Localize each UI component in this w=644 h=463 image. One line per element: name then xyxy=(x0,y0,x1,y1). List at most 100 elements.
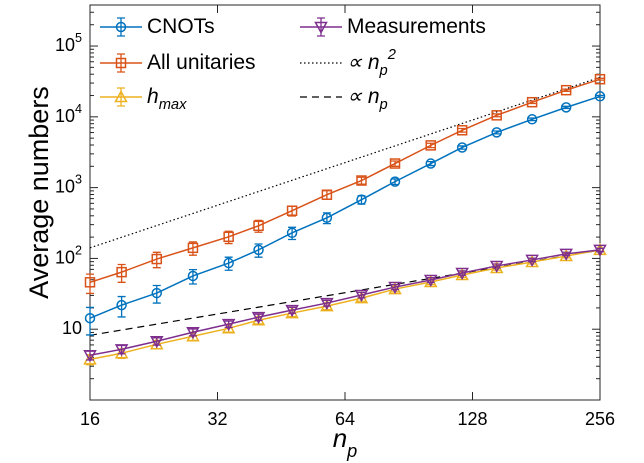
legend-label: ∝ np2 xyxy=(347,47,396,79)
legend-label-part: ∝ n xyxy=(347,51,380,74)
legend-marker xyxy=(115,57,127,69)
error-bar xyxy=(528,117,537,122)
error-bar xyxy=(458,145,467,150)
x-axis-label-part: n xyxy=(333,423,347,453)
y-tick-label-part: 4 xyxy=(75,102,82,116)
x-axis-label-part: p xyxy=(346,441,357,461)
legend-label-part: ∝ n xyxy=(347,85,380,108)
error-bar xyxy=(357,291,366,299)
error-bar xyxy=(492,130,501,135)
marker xyxy=(560,84,572,96)
x-tick-label: 256 xyxy=(585,409,615,429)
marker xyxy=(491,127,502,138)
marker xyxy=(489,260,504,273)
marker xyxy=(149,337,164,350)
y-tick-label: 105 xyxy=(55,31,82,54)
marker xyxy=(559,248,573,261)
marker xyxy=(356,175,367,186)
legend-error xyxy=(117,53,125,73)
error-bar xyxy=(562,105,571,110)
marker xyxy=(187,270,199,282)
y-tick-label: 102 xyxy=(55,244,82,267)
legend-label-part: All unitaries xyxy=(147,51,256,74)
marker xyxy=(116,299,127,311)
marker xyxy=(526,114,538,125)
reference-line xyxy=(89,76,601,249)
series-line xyxy=(89,249,601,357)
marker xyxy=(83,352,97,365)
marker xyxy=(356,194,367,205)
marker xyxy=(593,244,607,257)
marker xyxy=(423,274,438,288)
marker xyxy=(84,312,96,324)
y-tick-label-part: 10 xyxy=(55,176,75,196)
marker xyxy=(223,231,234,243)
reference-line xyxy=(89,249,601,336)
marker xyxy=(187,242,199,254)
marker xyxy=(321,212,333,224)
marker xyxy=(560,102,572,113)
x-tick-label: 128 xyxy=(457,409,487,429)
y-tick-label: 104 xyxy=(55,102,82,125)
marker xyxy=(151,287,163,299)
marker xyxy=(223,257,234,269)
error-bar xyxy=(596,94,604,98)
marker xyxy=(456,142,468,153)
error-bar xyxy=(426,277,435,284)
y-tick-label-part: 2 xyxy=(75,244,82,258)
series-line xyxy=(89,249,601,361)
marker xyxy=(253,244,264,256)
legend-label: All unitaries xyxy=(147,51,256,74)
error-bar xyxy=(596,77,604,81)
marker xyxy=(491,110,502,121)
marker xyxy=(286,205,298,216)
x-tick-label: 16 xyxy=(80,409,100,429)
marker xyxy=(425,140,436,151)
legend-marker xyxy=(114,89,128,103)
legend-label-part: p xyxy=(379,63,388,79)
marker xyxy=(114,344,129,357)
legend-label: hmax xyxy=(147,85,187,113)
error-bar xyxy=(322,190,331,200)
marker xyxy=(116,266,127,278)
x-tick-label: 32 xyxy=(207,409,227,429)
legend-label-part: max xyxy=(159,97,187,113)
x-tick-label: 64 xyxy=(335,409,355,429)
error-bar xyxy=(391,178,400,186)
error-bar xyxy=(528,100,537,105)
legend-label-part: p xyxy=(379,97,388,113)
marker xyxy=(186,326,200,340)
y-tick-label-part: 10 xyxy=(62,318,82,338)
marker xyxy=(286,227,298,239)
marker xyxy=(221,318,236,332)
legend-marker xyxy=(115,21,127,33)
marker xyxy=(149,335,164,349)
y-tick-label-part: 3 xyxy=(75,173,82,187)
error-bar xyxy=(458,270,467,276)
x-axis-label: np xyxy=(333,423,358,461)
error-bar xyxy=(357,176,366,185)
legend-label-part: CNOTs xyxy=(147,15,215,38)
y-tick-label: 103 xyxy=(55,173,82,196)
marker xyxy=(321,189,333,200)
marker xyxy=(526,96,538,108)
y-tick-label-part: 10 xyxy=(55,106,75,126)
y-tick-label-part: 10 xyxy=(55,247,75,267)
marker xyxy=(83,350,97,363)
marker xyxy=(251,311,266,325)
marker xyxy=(455,267,469,281)
error-bar xyxy=(426,142,435,149)
marker xyxy=(388,281,402,295)
legend-label-part: 2 xyxy=(387,47,396,63)
series-line xyxy=(89,95,601,319)
error-bar xyxy=(391,284,400,291)
error-bar xyxy=(254,313,263,322)
error-bar xyxy=(188,328,197,337)
marker xyxy=(525,254,539,267)
error-bar xyxy=(492,113,501,118)
marker xyxy=(425,158,436,169)
error-bar xyxy=(426,160,435,167)
marker xyxy=(251,313,266,326)
error-bar xyxy=(391,160,400,167)
